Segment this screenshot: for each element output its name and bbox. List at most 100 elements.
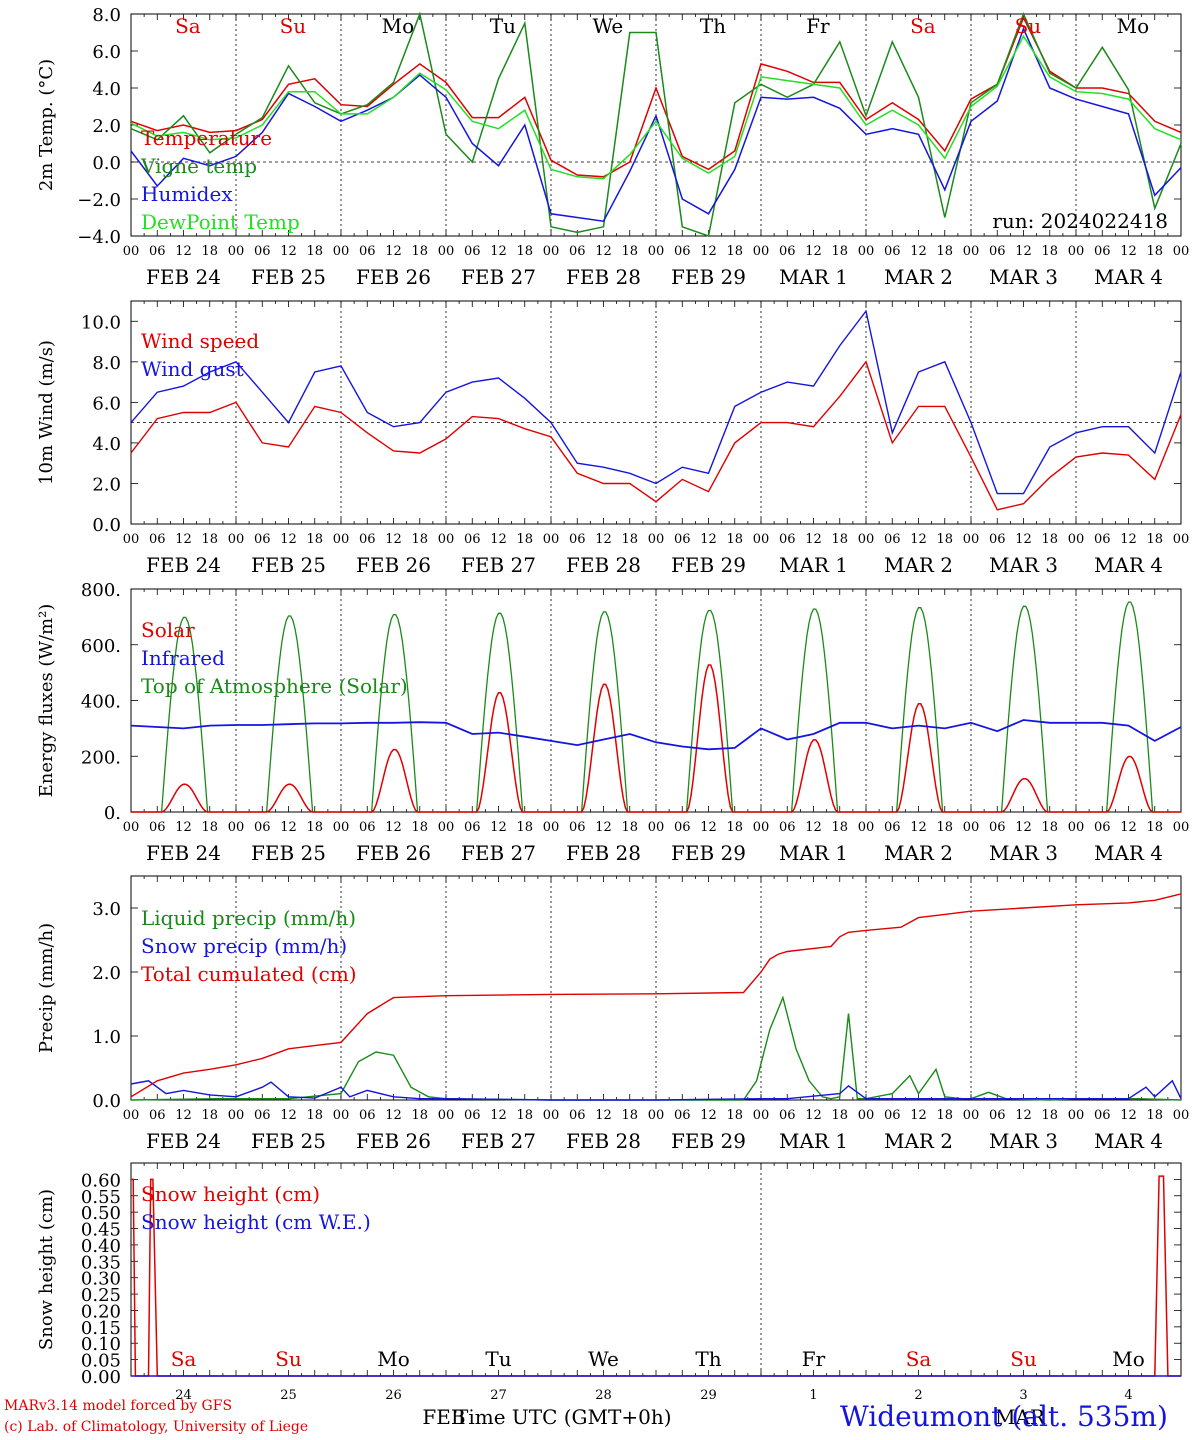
- x-day-label: MAR 3: [989, 553, 1058, 577]
- x-hour-label: 06: [464, 532, 481, 547]
- series-line-snow-height-cm-: [131, 1175, 1181, 1377]
- y-tick-label: −2.0: [77, 190, 121, 211]
- y-tick-label: 600.: [81, 636, 121, 657]
- x-hour-label: 00: [753, 244, 770, 259]
- y-tick-label: 0.30: [81, 1269, 121, 1290]
- x-hour-label: 18: [1041, 820, 1058, 835]
- x-day-number: 2: [914, 1388, 922, 1403]
- x-hour-label: 06: [464, 1108, 481, 1123]
- x-hour-label: 00: [333, 820, 350, 835]
- x-hour-label: 18: [516, 532, 533, 547]
- x-hour-label: 12: [700, 532, 717, 547]
- x-day-number: 29: [700, 1388, 717, 1403]
- x-hour-label: 18: [201, 820, 218, 835]
- x-hour-label: 12: [910, 244, 927, 259]
- x-hour-label: 12: [1120, 820, 1137, 835]
- legend-entry: DewPoint Temp: [141, 210, 300, 234]
- x-hour-label: 00: [438, 1108, 455, 1123]
- x-hour-label: 00: [858, 244, 875, 259]
- x-hour-label: 06: [254, 820, 271, 835]
- x-hour-label: 06: [149, 820, 166, 835]
- x-hour-label: 00: [438, 244, 455, 259]
- weekday-label: Mo: [1112, 1347, 1145, 1371]
- x-hour-label: 06: [569, 244, 586, 259]
- x-hour-label: 18: [411, 820, 428, 835]
- weekday-label: Sa: [906, 1347, 932, 1371]
- y-tick-label: 0.0: [92, 515, 121, 536]
- x-hour-label: 00: [543, 820, 560, 835]
- x-hour-label: 00: [333, 532, 350, 547]
- x-day-label: MAR 2: [884, 841, 953, 865]
- x-hour-label: 12: [1015, 244, 1032, 259]
- x-day-label: MAR 3: [989, 841, 1058, 865]
- x-hour-label: 18: [831, 1108, 848, 1123]
- x-hour-label: 18: [516, 1108, 533, 1123]
- weekday-label: We: [592, 14, 623, 38]
- x-hour-label: 18: [1146, 1108, 1163, 1123]
- x-day-label: MAR 1: [779, 841, 848, 865]
- weekday-label: Sa: [910, 14, 936, 38]
- x-hour-label: 12: [700, 244, 717, 259]
- x-hour-label: 18: [621, 1108, 638, 1123]
- x-hour-label: 12: [490, 820, 507, 835]
- x-day-label: FEB 27: [461, 553, 536, 577]
- x-hour-label: 06: [569, 1108, 586, 1123]
- x-hour-label: 12: [385, 244, 402, 259]
- x-hour-label: 12: [280, 244, 297, 259]
- x-hour-label: 00: [1068, 532, 1085, 547]
- x-day-label: MAR 4: [1094, 841, 1163, 865]
- x-hour-label: 06: [569, 532, 586, 547]
- x-hour-label: 00: [1068, 820, 1085, 835]
- x-hour-label: 12: [910, 532, 927, 547]
- x-hour-label: 00: [1173, 1108, 1190, 1123]
- x-hour-label: 00: [123, 820, 140, 835]
- x-day-number: 27: [490, 1388, 507, 1403]
- x-hour-label: 00: [333, 244, 350, 259]
- x-day-label: FEB 28: [566, 553, 641, 577]
- x-hour-label: 06: [989, 820, 1006, 835]
- weekday-label: Tu: [490, 14, 516, 38]
- x-hour-label: 18: [306, 1108, 323, 1123]
- y-tick-label: 0.15: [81, 1318, 121, 1339]
- x-day-number: 1: [809, 1388, 817, 1403]
- x-hour-label: 06: [989, 244, 1006, 259]
- x-hour-label: 18: [411, 532, 428, 547]
- weekday-label: Su: [280, 14, 307, 38]
- x-hour-label: 12: [595, 1108, 612, 1123]
- y-tick-label: 4.0: [92, 79, 121, 100]
- x-hour-label: 12: [175, 532, 192, 547]
- x-day-label: MAR 3: [989, 265, 1058, 289]
- x-hour-label: 00: [963, 244, 980, 259]
- x-day-label: FEB 29: [671, 1129, 746, 1153]
- weekday-label: Su: [1015, 14, 1042, 38]
- y-tick-label: 0.0: [92, 1091, 121, 1112]
- x-day-label: FEB 28: [566, 265, 641, 289]
- series-line-infrared: [130, 719, 1182, 751]
- legend-entry: Wind speed: [141, 329, 259, 353]
- x-hour-label: 12: [595, 820, 612, 835]
- weekday-label: Mo: [382, 14, 415, 38]
- x-day-label: MAR 4: [1094, 1129, 1163, 1153]
- weekday-label: Su: [1010, 1347, 1037, 1371]
- x-day-label: FEB 27: [461, 841, 536, 865]
- x-hour-label: 06: [674, 1108, 691, 1123]
- legend-entry: Temperature: [141, 126, 272, 150]
- legend-entry: Wind gust: [141, 357, 244, 381]
- x-hour-label: 12: [490, 244, 507, 259]
- series-line-temperature: [130, 15, 1182, 178]
- x-hour-label: 18: [726, 244, 743, 259]
- y-tick-label: −4.0: [77, 227, 121, 248]
- weekday-label: Sa: [171, 1347, 197, 1371]
- x-hour-label: 06: [254, 1108, 271, 1123]
- x-day-label: FEB 26: [356, 265, 431, 289]
- x-day-label: FEB 25: [251, 841, 326, 865]
- x-hour-label: 00: [1068, 1108, 1085, 1123]
- x-hour-label: 12: [1015, 820, 1032, 835]
- y-tick-label: 400.: [81, 692, 121, 713]
- x-hour-label: 18: [411, 1108, 428, 1123]
- y-tick-label: 6.0: [92, 393, 121, 414]
- series-line-solar: [131, 664, 1181, 813]
- x-hour-label: 06: [1094, 532, 1111, 547]
- y-tick-label: 2.0: [92, 474, 121, 495]
- y-tick-label: 1.0: [92, 1027, 121, 1048]
